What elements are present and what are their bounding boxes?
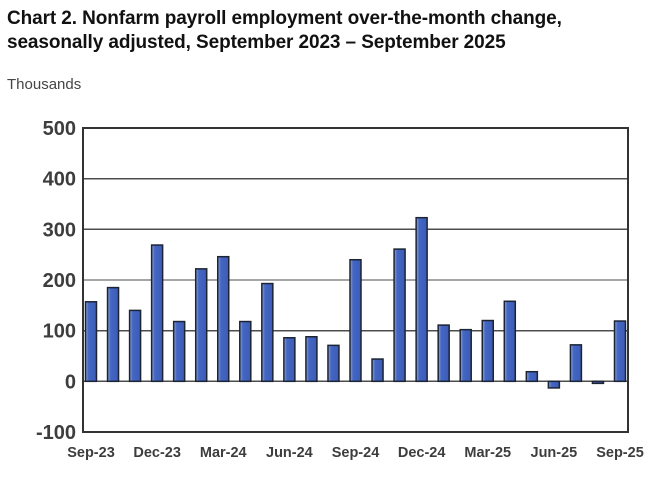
bar-Nov-24 bbox=[393, 248, 406, 383]
x-axis-tick-labels: Sep-23 Dec-23 Mar-24 Jun-24 Sep-24 Dec-24 Mar-… bbox=[67, 445, 644, 461]
bar-May-24 bbox=[261, 282, 274, 383]
ytick-label-0: 0 bbox=[65, 371, 76, 393]
bar-Jan-24 bbox=[172, 320, 186, 383]
y-axis-units-label: Thousands bbox=[7, 76, 82, 93]
xtick-label-Dec-23: Dec-23 bbox=[133, 445, 181, 461]
xtick-label-Sep-25: Sep-25 bbox=[596, 445, 644, 461]
bar-Jun-24 bbox=[283, 337, 296, 383]
ytick-label-200: 200 bbox=[43, 270, 76, 292]
bar-Jul-25 bbox=[569, 344, 583, 383]
bar-Jun-25 bbox=[547, 380, 561, 389]
chart-title-line2: seasonally adjusted, September 2023 – Se… bbox=[7, 32, 506, 53]
bar-Sep-23 bbox=[84, 301, 98, 383]
bar-Apr-25 bbox=[503, 300, 517, 383]
y-axis-tick-labels: -100 0 100 200 300 400 500 bbox=[36, 118, 76, 444]
bar-Mar-24 bbox=[217, 255, 230, 383]
bar-Dec-23 bbox=[150, 244, 164, 383]
bar-Jan-25 bbox=[437, 324, 450, 383]
bar-Sep-24 bbox=[349, 258, 362, 383]
bar-Dec-24 bbox=[415, 216, 428, 383]
ytick-label-400: 400 bbox=[43, 169, 76, 191]
bar-Nov-23 bbox=[128, 309, 142, 383]
bars bbox=[84, 216, 627, 389]
bar-May-25 bbox=[525, 370, 539, 383]
bar-Apr-24 bbox=[239, 320, 252, 383]
ytick-label-500: 500 bbox=[43, 118, 76, 140]
bar-Feb-24 bbox=[194, 268, 208, 383]
bar-Oct-24 bbox=[371, 358, 384, 383]
xtick-label-Mar-25: Mar-25 bbox=[464, 445, 511, 461]
bar-Jul-24 bbox=[305, 335, 318, 383]
xtick-label-Sep-24: Sep-24 bbox=[332, 445, 380, 461]
xtick-label-Jun-24: Jun-24 bbox=[266, 445, 313, 461]
bar-Feb-25 bbox=[459, 328, 472, 383]
bar-Sep-25 bbox=[613, 320, 627, 383]
bar-Oct-23 bbox=[106, 286, 120, 383]
bar-Mar-25 bbox=[481, 319, 494, 383]
ytick-label--100: -100 bbox=[36, 422, 76, 444]
bar-Aug-24 bbox=[327, 344, 340, 383]
chart-title-line1: Chart 2. Nonfarm payroll employment over… bbox=[7, 8, 562, 29]
chart-title: Chart 2. Nonfarm payroll employment over… bbox=[7, 7, 652, 55]
bar-Aug-25 bbox=[591, 380, 605, 385]
xtick-label-Jun-25: Jun-25 bbox=[531, 445, 578, 461]
ytick-label-300: 300 bbox=[43, 219, 76, 241]
xtick-label-Dec-24: Dec-24 bbox=[398, 445, 446, 461]
plot-frame-rect bbox=[82, 127, 629, 433]
ytick-label-100: 100 bbox=[43, 321, 76, 343]
xtick-label-Sep-23: Sep-23 bbox=[67, 445, 115, 461]
xtick-label-Mar-24: Mar-24 bbox=[200, 445, 247, 461]
plot-frame bbox=[82, 127, 629, 433]
